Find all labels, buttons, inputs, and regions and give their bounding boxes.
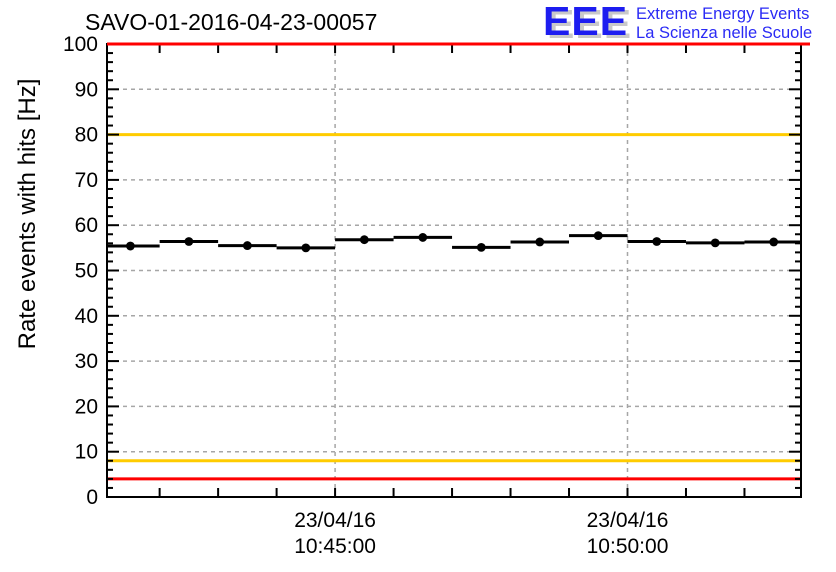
y-tick-label: 100: [63, 33, 98, 56]
eee-logo: EEE Extreme Energy Events La Scienza nel…: [543, 0, 812, 44]
y-tick-label: 60: [75, 214, 98, 237]
chart-title: SAVO-01-2016-04-23-00057: [85, 9, 378, 35]
y-tick-label: 90: [75, 78, 98, 101]
y-tick-label: 40: [75, 305, 98, 328]
eee-logo-acronym: EEE: [543, 0, 629, 44]
data-point: [476, 242, 486, 252]
y-tick-label: 30: [75, 350, 98, 373]
logo-tagline-italian: La Scienza nelle Scuole: [636, 24, 813, 42]
data-point: [301, 243, 311, 253]
data-point: [418, 233, 428, 242]
y-tick-label: 80: [75, 124, 98, 147]
data-point: [710, 238, 720, 248]
y-tick-labels: 0 10 20 30 40 50 60 70 80 90 100: [63, 33, 98, 509]
y-tick-label: 10: [75, 441, 98, 464]
logo-tagline-english: Extreme Energy Events: [636, 5, 810, 23]
x-tick-labels: 23/04/16 10:45:00 23/04/16 10:50:00: [294, 509, 668, 558]
data-point: [184, 237, 194, 246]
x-tick-label: 23/04/16 10:50:00: [587, 509, 669, 558]
data-series: [107, 231, 801, 253]
data-point: [769, 237, 779, 247]
horizontal-gridlines: [107, 88, 801, 453]
eee-logo-taglines: Extreme Energy Events La Scienza nelle S…: [636, 2, 812, 43]
threshold-lines: [107, 133, 801, 481]
x-tick-label: 23/04/16 10:45:00: [294, 509, 376, 558]
data-point: [593, 231, 603, 241]
y-tick-label: 20: [75, 395, 98, 418]
data-point: [359, 235, 369, 245]
vertical-gridlines: [334, 44, 629, 497]
y-axis-title: Rate events with hits [Hz]: [14, 78, 41, 350]
data-point: [242, 241, 252, 250]
y-tick-label: 50: [75, 260, 98, 283]
y-tick-label: 0: [86, 486, 98, 509]
data-point: [652, 237, 662, 246]
y-tick-label: 70: [75, 169, 98, 192]
data-point: [535, 237, 545, 247]
data-point: [125, 241, 135, 251]
